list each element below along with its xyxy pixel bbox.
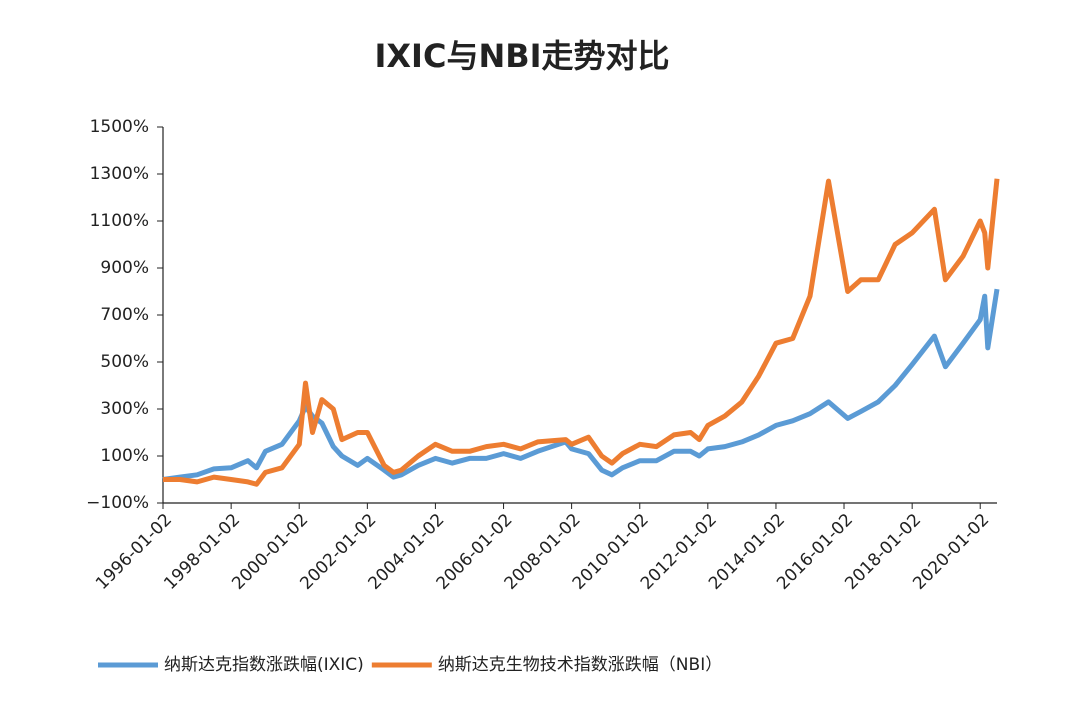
legend-label: 纳斯达克指数涨跌幅(IXIC) <box>164 655 364 675</box>
y-tick-label: 1100% <box>90 211 149 231</box>
legend: 纳斯达克指数涨跌幅(IXIC) 纳斯达克生物技术指数涨跌幅（NBI） <box>98 655 722 675</box>
line-series <box>162 288 1000 482</box>
y-tick-label: −100% <box>86 493 149 513</box>
chart-title: IXIC与NBI走势对比 <box>374 37 669 75</box>
y-tick-label: 100% <box>100 446 149 466</box>
y-tick-label: 1500% <box>90 117 149 137</box>
y-tick-label: 1300% <box>90 164 149 184</box>
y-tick-label: 700% <box>100 305 149 325</box>
line-series <box>163 178 1000 487</box>
y-tick-label: 500% <box>100 352 149 372</box>
y-tick-label: 900% <box>100 258 149 278</box>
y-tick-label: 300% <box>100 399 149 419</box>
legend-label: 纳斯达克生物技术指数涨跌幅（NBI） <box>438 655 722 675</box>
